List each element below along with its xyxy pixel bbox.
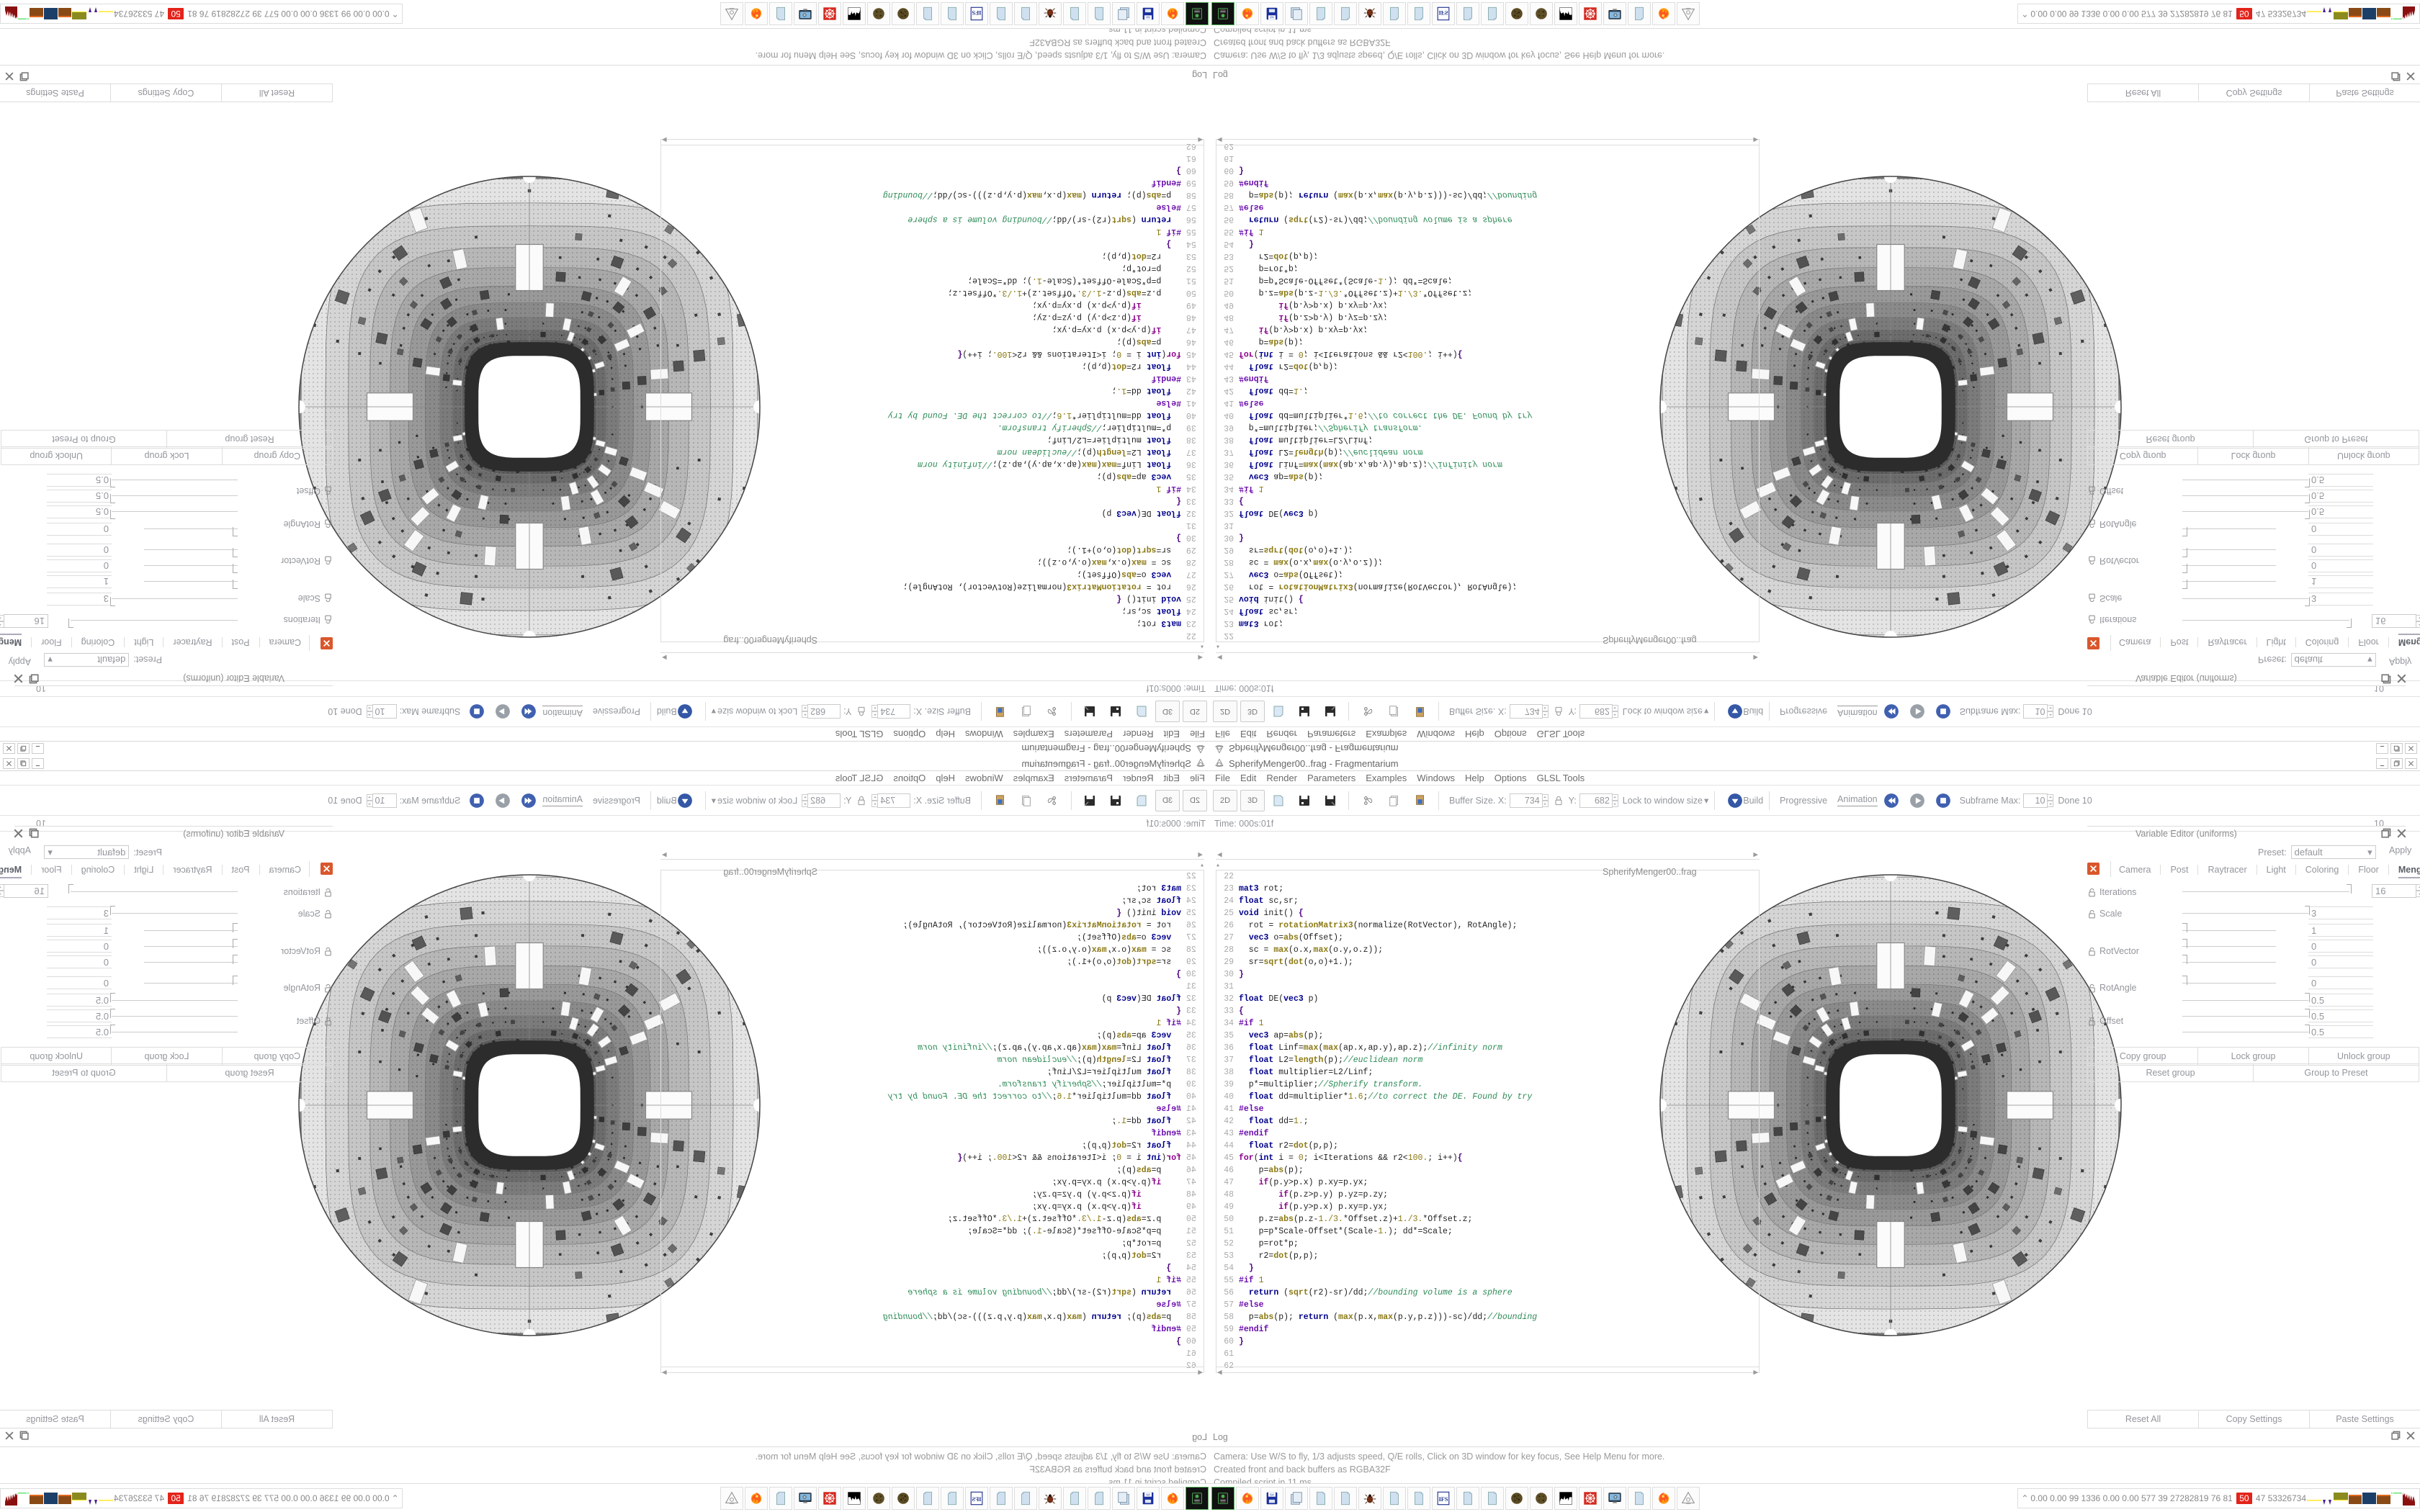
svg-text:IFS: IFS bbox=[1439, 1496, 1448, 1503]
svg-text:IFS: IFS bbox=[972, 1496, 981, 1503]
svg-text:64: 64 bbox=[1270, 1493, 1274, 1498]
svg-text:IFS: IFS bbox=[1439, 9, 1448, 16]
svg-text:IFS: IFS bbox=[972, 9, 981, 16]
svg-text:64: 64 bbox=[1146, 1493, 1150, 1498]
svg-text:64: 64 bbox=[1146, 14, 1150, 19]
svg-text:64: 64 bbox=[1270, 14, 1274, 19]
